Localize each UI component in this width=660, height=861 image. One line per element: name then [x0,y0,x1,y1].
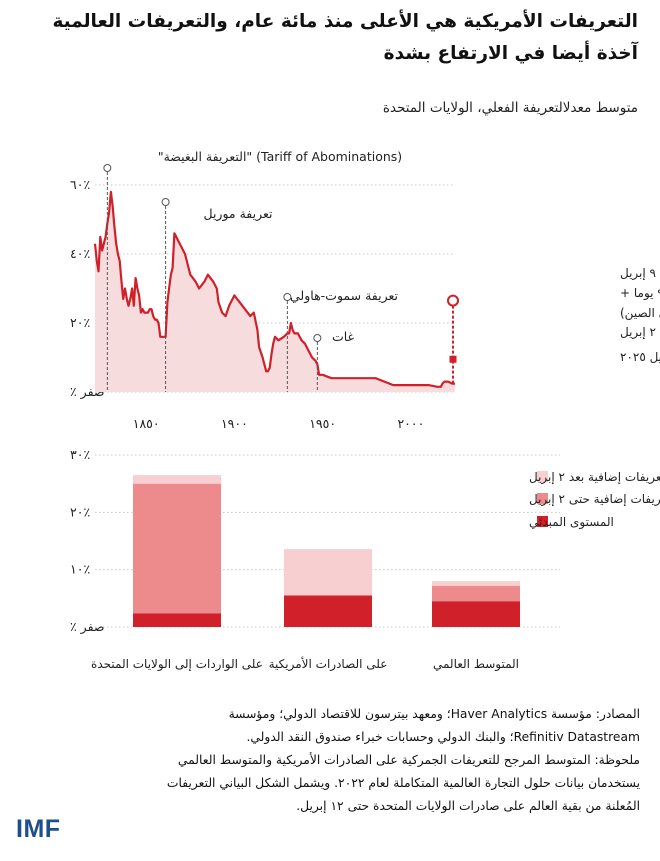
annotation-marker [283,293,292,301]
footer-line: يستخدمان بيانات حلول التجارة العالمية ال… [166,776,640,790]
footer-line: المُعلنة من بقية العالم على صادرات الولا… [296,799,640,813]
x-tick-label: ٢٠٠٠ [397,416,424,431]
imf-logo: IMF [16,815,61,843]
bar-segment [432,581,520,586]
annotation-marker [103,164,112,172]
footer-line: ملحوظة: المتوسط المرجح للتعريفات الجمركي… [177,753,640,767]
annotation-label-morrill: تعريفة موريل [203,206,273,222]
tariff-line [93,190,455,388]
annotation-label-abominations: "التعريفة البغيضة" (Tariff of Abominatio… [158,149,402,165]
y-tick-label: ٪٤٠ [70,246,90,261]
bar-segment [432,585,520,602]
legend-label: المستوى المبدئي [529,515,614,530]
y-tick-label: ٪٢٠ [70,504,90,519]
note-april-1: ١ إبريل ٢٠٢٥ [620,350,660,365]
title-line-2: آخذة أيضا في الارتفاع بشدة [383,43,638,64]
april-2-point [449,355,457,363]
x-category-label: المتوسط العالمي [433,657,519,672]
bar-segment [284,549,372,596]
legend-label: تعريفات إضافية حتى ٢ إبريل [529,492,660,507]
bar-segment [133,483,221,614]
legend-swatch [537,516,548,527]
bar-segment [133,613,221,627]
title-line-1: التعريفات الأمريكية هي الأعلى منذ مائة ع… [52,11,638,32]
note-april-2: ٢ إبريل [620,325,656,340]
note-april-9-line-3: مزيد من التعريفات على الصين) [620,306,660,321]
tariff-area [95,191,455,392]
x-tick-label: ١٨٥٠ [133,416,160,431]
x-category-label: على الصادرات الأمريكية [269,656,388,672]
footer-line: المصادر: مؤسسة Haver Analytics؛ ومعهد بي… [228,707,640,721]
annotation-label-gatt: غات [332,329,355,344]
y-tick-label: صفر ٪ [70,619,105,635]
footer-line: Refinitiv Datastream؛ والبنك الدولي وحسا… [246,730,640,744]
annotation-marker [313,334,322,342]
note-april-9-line-1: ٩ إبريل [620,266,656,281]
legend-swatch [537,471,548,482]
annotation-label-smoot-hawley: تعريفة سموت-هاولي [290,288,399,304]
y-tick-label: ٪٦٠ [70,177,90,192]
chart-subtitle: متوسط معدلالتعريفة الفعلي، الولايات المت… [382,100,638,116]
bar-segment [432,601,520,627]
chart-title: التعريفات الأمريكية هي الأعلى منذ مائة ع… [18,6,638,70]
april-9-point [447,294,459,307]
y-tick-label: ٪١٠ [70,562,90,577]
annotation-marker [161,198,170,206]
y-tick-label: ٪٢٠ [70,315,90,330]
bar-segment [284,595,372,627]
legend-swatch [537,493,548,504]
x-category-label: على الواردات إلى الولايات المتحدة [91,657,263,672]
footer-notes: المصادر: مؤسسة Haver Analytics؛ ومعهد بي… [40,703,640,818]
x-tick-label: ١٩٥٠ [309,416,336,431]
x-tick-label: ١٩٠٠ [221,416,248,431]
bar-segment [133,475,221,484]
note-april-9-line-2: تعليق التطبيق لمدة ٩٠ يوما + [620,286,660,301]
tariff-bar-chart: صفر ٪ ٪١٠ ٪٢٠ ٪٣٠ على الواردات إلى الولايات … [70,447,660,672]
y-tick-label: ٪٣٠ [70,447,90,462]
legend-label: تعريفات إضافية بعد ٢ إبريل [529,470,660,485]
